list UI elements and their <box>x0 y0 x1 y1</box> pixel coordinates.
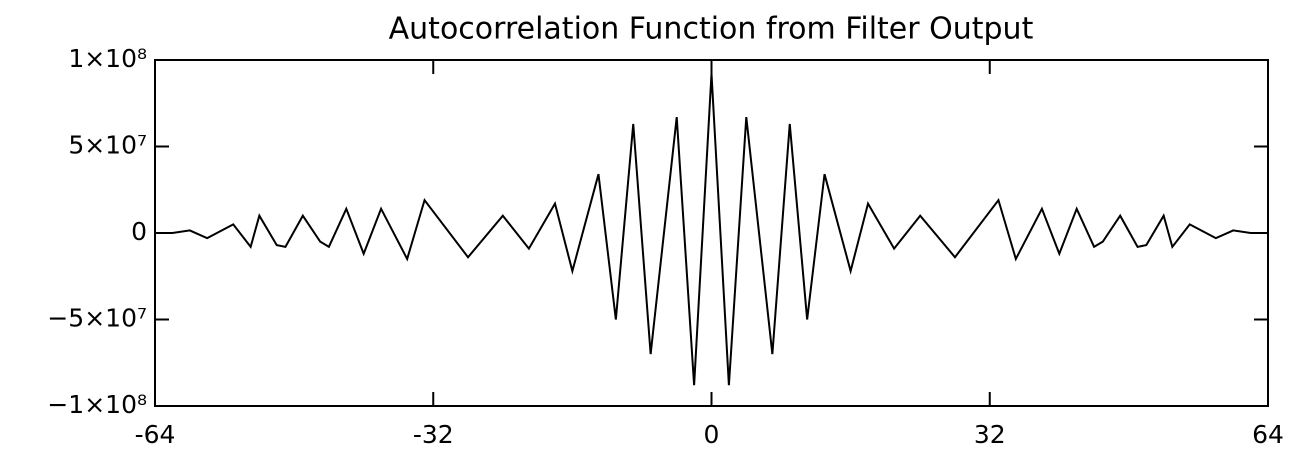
y-tick-label: 5×10⁷ <box>68 131 147 160</box>
x-tick-label: -64 <box>135 420 176 449</box>
y-tick-label: −5×10⁷ <box>47 304 147 333</box>
y-tick-label: 1×10⁸ <box>68 44 147 73</box>
x-tick-label: 64 <box>1252 420 1284 449</box>
x-tick-label: 0 <box>704 420 720 449</box>
data-line <box>155 73 1268 386</box>
x-tick-label: -32 <box>413 420 454 449</box>
y-tick-label: 0 <box>131 217 147 246</box>
y-tick-label: −1×10⁸ <box>47 390 147 419</box>
x-tick-label: 32 <box>974 420 1006 449</box>
plot-frame <box>154 59 1269 407</box>
chart-title: Autocorrelation Function from Filter Out… <box>389 12 1034 47</box>
